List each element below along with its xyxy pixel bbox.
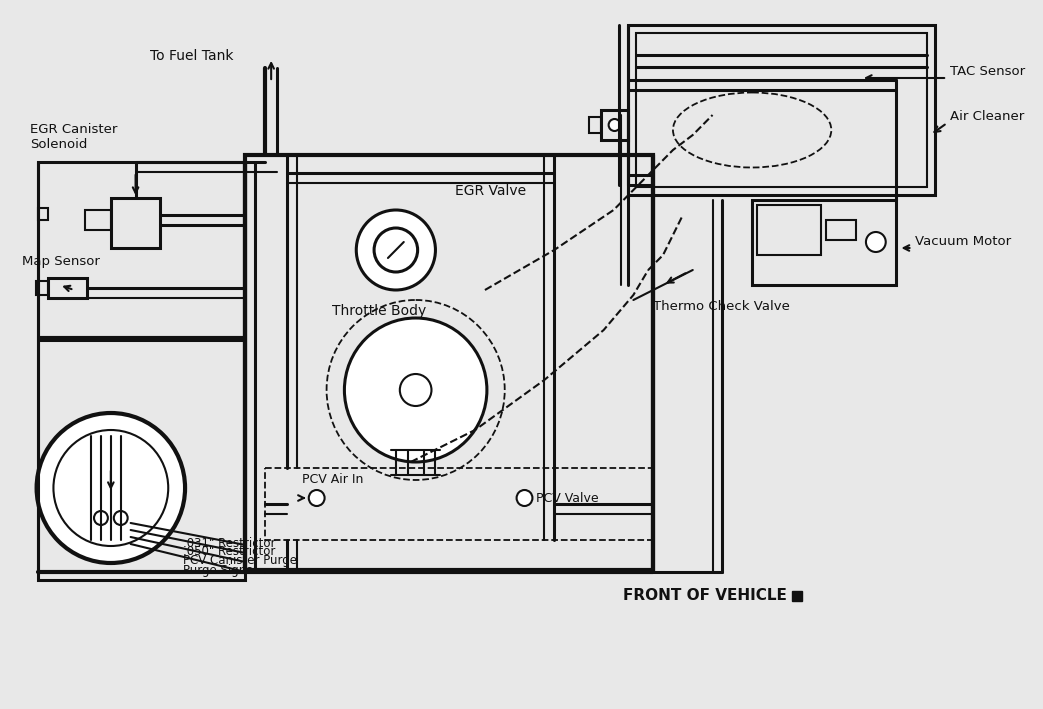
Text: .050" Restrictor: .050" Restrictor <box>184 545 275 558</box>
Text: To Fuel Tank: To Fuel Tank <box>150 49 234 63</box>
Circle shape <box>37 413 185 563</box>
Text: Air Cleaner: Air Cleaner <box>950 110 1024 123</box>
Circle shape <box>344 318 487 462</box>
Text: PCV Canister Purge: PCV Canister Purge <box>184 554 297 567</box>
Bar <box>48 278 87 298</box>
Circle shape <box>516 490 532 506</box>
Circle shape <box>309 490 324 506</box>
Text: PCV Air In: PCV Air In <box>301 473 363 486</box>
Circle shape <box>53 430 168 546</box>
Text: PCV Valve: PCV Valve <box>536 492 599 505</box>
Bar <box>629 25 936 195</box>
Bar <box>35 281 48 295</box>
Text: Map Sensor: Map Sensor <box>22 255 100 268</box>
Text: TAC Sensor: TAC Sensor <box>950 65 1025 78</box>
Text: Throttle Body: Throttle Body <box>332 304 426 318</box>
Bar <box>589 117 601 133</box>
Text: Vacuum Motor: Vacuum Motor <box>916 235 1012 248</box>
Text: EGR Valve: EGR Valve <box>455 184 527 198</box>
Bar <box>757 205 822 255</box>
Bar <box>636 33 927 187</box>
Bar <box>601 110 629 140</box>
Bar <box>752 200 896 285</box>
Bar <box>38 208 48 220</box>
Bar <box>86 210 111 230</box>
Circle shape <box>866 232 886 252</box>
Circle shape <box>399 374 432 406</box>
Circle shape <box>374 228 417 272</box>
Text: Purge Signal: Purge Signal <box>184 564 257 577</box>
Circle shape <box>114 511 127 525</box>
Bar <box>265 468 653 540</box>
Bar <box>38 340 245 580</box>
Bar <box>245 155 653 570</box>
Bar <box>826 220 856 240</box>
Circle shape <box>357 210 435 290</box>
Text: EGR Canister
Solenoid: EGR Canister Solenoid <box>29 123 117 151</box>
Circle shape <box>94 511 107 525</box>
Text: Thermo Check Valve: Thermo Check Valve <box>653 300 790 313</box>
Circle shape <box>609 119 621 131</box>
Text: FRONT OF VEHICLE: FRONT OF VEHICLE <box>624 588 787 603</box>
Text: .031" Restrictor: .031" Restrictor <box>184 537 275 550</box>
Bar <box>111 198 161 248</box>
Bar <box>38 162 245 337</box>
